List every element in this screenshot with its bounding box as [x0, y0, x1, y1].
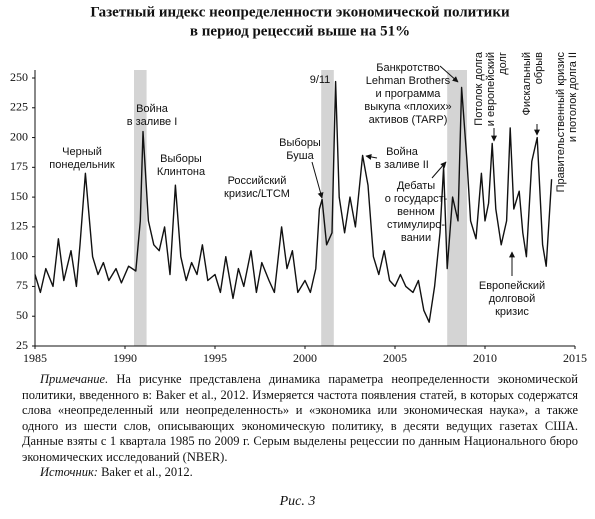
chart-title: Газетный индекс неопределенности экономи…	[90, 4, 510, 20]
annotation: Фискальный	[521, 52, 533, 115]
annotation: вании	[401, 232, 431, 244]
annotation: активов (TARP)	[369, 114, 448, 126]
annotation-arrow	[431, 161, 447, 179]
annotation: Банкротство	[376, 62, 440, 74]
annotation: обрыв	[533, 52, 545, 84]
annotation: Правительственный кризис	[555, 52, 567, 193]
annotation: кризис	[495, 306, 529, 318]
annotation: Европейский	[479, 280, 545, 292]
annotation: 9/11	[310, 74, 331, 86]
line-series	[34, 80, 553, 323]
annotation: стимулиро-	[387, 219, 445, 231]
annotation: и европейский	[485, 52, 497, 126]
y-tick-label: 50	[16, 308, 28, 322]
y-tick-label: 250	[10, 70, 28, 84]
annotation: Lehman Brothers	[366, 75, 451, 87]
x-tick-label: 1985	[23, 351, 47, 365]
x-tick-label: 2005	[383, 351, 407, 365]
y-tick-label: 125	[10, 219, 28, 233]
annotation: Черный	[62, 146, 102, 158]
y-tick-label: 200	[10, 129, 28, 143]
annotation: в заливе II	[375, 159, 429, 171]
chart: Газетный индекс неопределенности экономи…	[10, 4, 587, 365]
x-tick-label: 1990	[113, 351, 137, 365]
y-tick-label: 75	[16, 278, 28, 292]
annotation: Российский	[228, 175, 287, 187]
annotation: Дебаты	[397, 180, 435, 192]
x-tick-label: 1995	[203, 351, 227, 365]
annotation-arrow	[365, 154, 378, 160]
annotation: Война	[136, 103, 169, 115]
annotation: долговой	[489, 293, 536, 305]
note: Примечание. На рисунке представлена дина…	[22, 372, 578, 481]
y-tick-label: 175	[10, 159, 28, 173]
x-tick-label: 2015	[563, 351, 587, 365]
annotation: Потолок долга	[473, 51, 485, 126]
annotation-arrow	[311, 161, 324, 199]
note-label: Примечание.	[40, 372, 109, 386]
caption: Рис. 3	[279, 494, 316, 509]
annotation: Выборы	[279, 137, 321, 149]
y-tick-label: 25	[16, 338, 28, 352]
annotation: и программа	[376, 88, 442, 100]
annotation: кризис/LTCM	[224, 188, 290, 200]
annotation: венном	[397, 206, 435, 218]
annotation: долг	[497, 52, 509, 75]
annotation: понедельник	[49, 159, 115, 171]
y-tick-label: 225	[10, 100, 28, 114]
recession-band	[447, 70, 467, 346]
x-tick-label: 2000	[293, 351, 317, 365]
annotation: в заливе I	[127, 116, 178, 128]
source-text: Baker et al., 2012.	[101, 465, 193, 479]
chart-title: в период рецессий выше на 51%	[190, 23, 410, 39]
annotation: и потолок долга II	[567, 52, 579, 142]
y-tick-label: 100	[10, 248, 28, 262]
annotation: выкупа «плохих»	[364, 101, 451, 113]
source-label: Источник:	[40, 465, 98, 479]
note-text: На рисунке представлена динамика парамет…	[22, 372, 578, 464]
y-tick-label: 150	[10, 189, 28, 203]
annotation-arrow	[439, 65, 459, 83]
annotation: Буша	[286, 150, 314, 162]
x-tick-label: 2010	[473, 351, 497, 365]
recession-band	[321, 70, 334, 346]
annotation: о государст-	[385, 193, 448, 205]
annotation: Выборы	[160, 153, 202, 165]
annotation: Война	[386, 146, 419, 158]
annotation: Клинтона	[157, 166, 206, 178]
